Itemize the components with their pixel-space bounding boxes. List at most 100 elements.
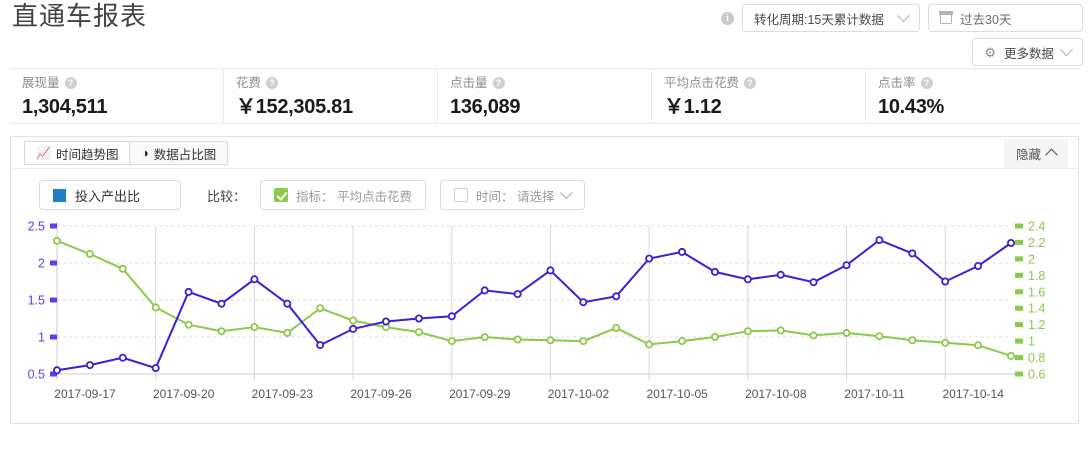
y-tick-label-right: 0.8 — [1028, 351, 1045, 365]
y-tick-right — [1015, 289, 1023, 295]
y-tick-left — [50, 260, 57, 266]
series-point-2 — [118, 264, 127, 273]
series-point-2 — [447, 337, 456, 346]
series-point-2 — [710, 333, 719, 342]
metric-value: ￥1.12 — [664, 96, 722, 118]
metric-avg-cpc: 平均点击花费 ? ￥1.12 — [652, 69, 866, 123]
y-tick-label-right: 0.6 — [1028, 368, 1045, 382]
y-tick-right — [1015, 322, 1023, 328]
x-tick-label: 2017-09-23 — [252, 387, 314, 401]
series-point-1 — [875, 236, 884, 245]
compare-metric-select[interactable]: 指标： 平均点击花费 — [260, 180, 426, 210]
series-point-2 — [151, 303, 160, 312]
question-icon[interactable]: ? — [266, 77, 279, 89]
series-point-1 — [579, 298, 588, 307]
series-point-1 — [480, 286, 489, 295]
x-tick-label: 2017-10-08 — [745, 387, 807, 401]
y-tick-label-right: 1.8 — [1028, 269, 1045, 283]
compare-metric-checkbox[interactable] — [274, 188, 289, 202]
series-point-1 — [283, 299, 292, 308]
metric-label-text: 花费 — [236, 76, 262, 90]
series-point-1 — [710, 267, 719, 276]
metric-cost: 花费 ? ￥152,305.81 — [224, 69, 438, 123]
metric-label: 平均点击花费 ? — [664, 74, 865, 92]
y-tick-label-right: 1.6 — [1028, 285, 1045, 299]
series-point-2 — [941, 338, 950, 347]
x-tick-label: 2017-09-29 — [449, 387, 511, 401]
panel-tabbar: 📈 时间趋势图 ◑ 数据占比图 隐藏 — [11, 137, 1078, 169]
y-tick-label-right: 2 — [1028, 252, 1035, 266]
y-tick-label-right: 1.2 — [1028, 318, 1045, 332]
x-tick-label: 2017-10-05 — [646, 387, 708, 401]
header-controls-row-1: i 转化周期:15天累计数据 过去30天 — [721, 4, 1083, 32]
series-point-1 — [612, 292, 621, 301]
series-point-1 — [118, 353, 127, 362]
metric-value: 10.43% — [878, 96, 945, 118]
calendar-icon — [939, 11, 953, 24]
y-tick-left — [50, 371, 57, 377]
metric-label-text: 点击量 — [450, 76, 488, 90]
series-point-1 — [151, 364, 160, 373]
series-point-1 — [447, 312, 456, 321]
chart-area: 0.5 1 1.5 2 2.5 0.6 0.8 1 1.2 1.4 1.6 1.8 2 2.2 2.4 201… — [11, 216, 1078, 406]
chevron-down-icon — [1060, 42, 1073, 56]
hide-panel-button[interactable]: 隐藏 — [1003, 139, 1068, 168]
series-point-1 — [809, 278, 818, 287]
series-point-2 — [579, 337, 588, 346]
header-controls: i 转化周期:15天累计数据 过去30天 ⚙ 更多数据 — [721, 4, 1083, 66]
y-tick-right — [1015, 223, 1023, 229]
y-tick-left — [50, 297, 57, 303]
compare-time-checkbox[interactable] — [454, 188, 468, 202]
page-header: 直通车报表 i 转化周期:15天累计数据 过去30天 ⚙ 更多数据 — [0, 0, 1089, 68]
y-tick-right — [1015, 256, 1023, 262]
y-tick-label-left: 1.5 — [28, 294, 45, 308]
question-icon[interactable]: ? — [744, 77, 757, 89]
tab-data-share[interactable]: ◑ 数据占比图 — [130, 141, 229, 165]
question-icon[interactable]: ? — [920, 77, 933, 89]
line-chart-icon: 📈 — [36, 146, 51, 160]
y-tick-label-left: 1 — [38, 331, 45, 345]
series-point-2 — [184, 320, 193, 329]
series-point-1 — [908, 249, 917, 258]
date-range-picker[interactable]: 过去30天 — [928, 4, 1083, 32]
tab-time-trend[interactable]: 📈 时间趋势图 — [24, 141, 131, 165]
metric-label: 点击率 ? — [878, 74, 1079, 92]
trend-line-chart[interactable]: 0.5 1 1.5 2 2.5 0.6 0.8 1 1.2 1.4 1.6 1.8 2 2.2 2.4 201… — [11, 216, 1076, 404]
series-point-2 — [217, 327, 226, 336]
series-point-2 — [480, 333, 489, 342]
conversion-period-select[interactable]: 转化周期:15天累计数据 — [742, 4, 920, 32]
x-tick-label: 2017-10-11 — [844, 387, 905, 401]
metric-value: 1,304,511 — [22, 96, 108, 118]
legend-primary-metric[interactable]: 投入产出比 — [39, 180, 181, 210]
series-point-1 — [776, 270, 785, 279]
hide-label: 隐藏 — [1015, 148, 1041, 162]
x-tick-label: 2017-09-26 — [350, 387, 412, 401]
question-icon[interactable]: ? — [64, 77, 77, 89]
more-data-button[interactable]: ⚙ 更多数据 — [972, 38, 1083, 66]
series-point-2 — [85, 250, 94, 259]
y-tick-right — [1015, 239, 1023, 245]
legend-color-swatch — [53, 188, 66, 202]
series-point-2 — [53, 236, 62, 245]
series-point-2 — [908, 336, 917, 345]
series-point-2 — [546, 336, 555, 345]
y-tick-left — [50, 223, 57, 229]
series-point-1 — [645, 254, 654, 263]
compare-time-select[interactable]: 时间： 请选择 — [440, 180, 586, 210]
series-point-2 — [1007, 351, 1016, 360]
series-point-2 — [283, 328, 292, 337]
date-range-label: 过去30天 — [960, 12, 1012, 27]
y-tick-label-left: 2 — [38, 257, 45, 271]
series-point-1 — [85, 361, 94, 370]
metric-label: 花费 ? — [236, 74, 437, 92]
metric-label: 展现量 ? — [22, 74, 223, 92]
y-tick-right — [1015, 355, 1023, 361]
series-point-2 — [974, 341, 983, 350]
y-tick-right — [1015, 371, 1023, 377]
series-point-1 — [349, 324, 358, 333]
series-point-2 — [612, 324, 621, 333]
compare-metric-label: 指标： 平均点击花费 — [296, 189, 412, 204]
series-point-2 — [645, 340, 654, 349]
info-icon[interactable]: i — [721, 11, 734, 25]
question-icon[interactable]: ? — [492, 77, 505, 89]
